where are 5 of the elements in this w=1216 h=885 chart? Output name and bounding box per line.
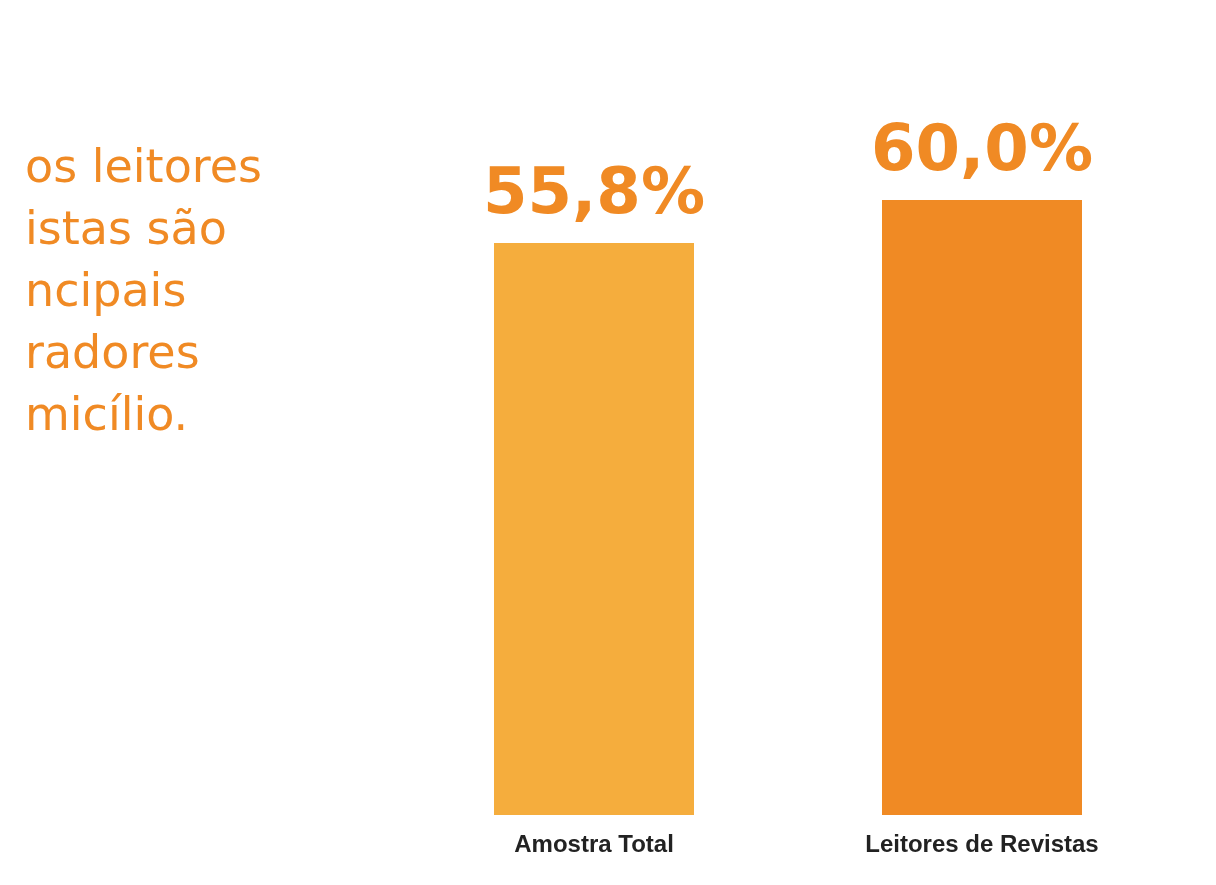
text: os leitores istas são ncipais radores micílio. [25,139,262,441]
x-tick-label: Amostra Total [514,829,674,857]
data-label: 55,8% [482,154,706,229]
data-label: 60,0% [870,111,1094,185]
x-tick-label: Leitores de Revistas [865,829,1099,857]
